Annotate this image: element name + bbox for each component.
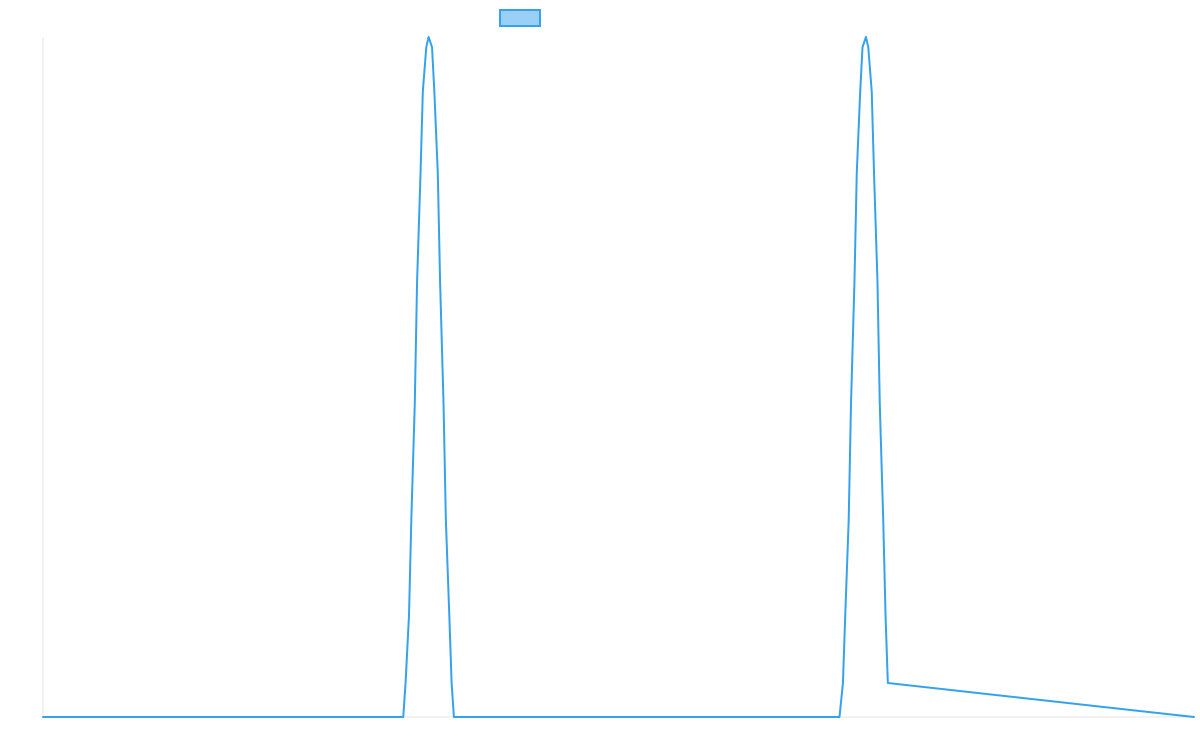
legend-swatch-1[interactable] bbox=[499, 9, 541, 27]
legend[interactable] bbox=[499, 9, 541, 27]
series-layer bbox=[42, 36, 1195, 718]
series-line-1 bbox=[42, 36, 1195, 718]
axes bbox=[42, 37, 1194, 718]
